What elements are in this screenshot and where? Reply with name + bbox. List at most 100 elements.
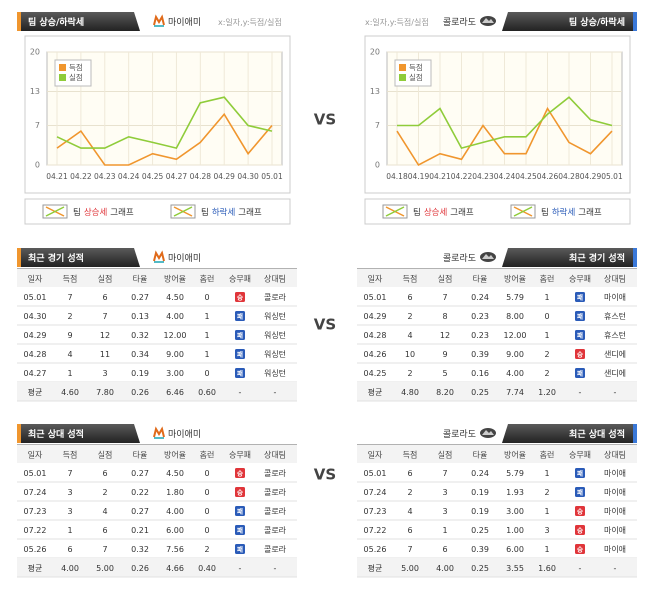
table-cell: 7: [67, 469, 72, 478]
result-badge: [575, 349, 585, 359]
header-tab: [502, 424, 637, 443]
y-tick-label: 0: [35, 161, 40, 170]
column-header: 상대팀: [604, 274, 626, 284]
table-cell: 1: [544, 331, 549, 340]
result-text: 승: [577, 526, 583, 535]
result-text: 패: [577, 488, 583, 497]
table-cell: 마이애: [604, 292, 626, 302]
column-header: 타율: [473, 275, 488, 284]
table-cell: 3: [67, 507, 72, 516]
header-tab: [17, 12, 140, 31]
table-cell: 4.00: [61, 564, 79, 573]
table-cell: 3: [442, 488, 447, 497]
column-header: 홈런: [200, 274, 215, 284]
table-cell: 4.66: [166, 564, 184, 573]
column-header: 홈런: [200, 450, 215, 460]
table-cell: 4: [407, 331, 412, 340]
table-cell: 1.20: [538, 388, 556, 397]
header-title: 최근 경기 성적: [28, 252, 84, 264]
column-header: 실점: [438, 274, 453, 284]
x-tick-label: 04.29: [213, 172, 235, 181]
table-cell: 워싱턴: [264, 368, 286, 378]
series-line: [397, 96, 613, 150]
column-header: 승무패: [229, 274, 251, 284]
table-cell: 2: [407, 312, 412, 321]
table-cell: 3.00: [506, 507, 524, 516]
table-cell: 콜로라: [264, 507, 287, 516]
table-header-row: [17, 445, 297, 463]
table-cell: 0.27: [131, 469, 149, 478]
column-header: 일자: [28, 275, 43, 284]
table-cell: 평균: [368, 387, 383, 397]
header-stripe: [633, 12, 637, 31]
column-header: 승무패: [569, 450, 591, 460]
table-cell: 0: [544, 312, 549, 321]
table-cell: 휴스턴: [604, 330, 626, 340]
table-cell: 0.27: [131, 507, 149, 516]
result-badge: [575, 544, 585, 554]
x-tick-label: 04.25: [142, 172, 164, 181]
x-tick-label: 04.22: [451, 172, 473, 181]
table-cell: 9: [442, 350, 447, 359]
table-cell: 워싱턴: [264, 330, 286, 340]
table-cell: 2: [102, 488, 107, 497]
graph-legend-team: 팀: [73, 207, 81, 218]
legend-swatch: [399, 64, 406, 71]
table-cell: 콜로라: [264, 545, 287, 554]
result-text: 패: [237, 331, 243, 340]
table-cell: 1.00: [506, 526, 524, 535]
result-badge: [235, 544, 245, 554]
table-cell: -: [274, 564, 277, 573]
table-cell: 0: [204, 526, 209, 535]
table-cell: 4.80: [401, 388, 419, 397]
y-tick-label: 13: [30, 87, 40, 96]
table-cell: 12: [100, 331, 110, 340]
table-cell: 2: [407, 488, 412, 497]
x-tick-label: 04.27: [166, 172, 188, 181]
result-text: 승: [237, 293, 243, 302]
table-cell: 4: [102, 507, 107, 516]
y-tick-label: 13: [370, 87, 380, 96]
header-tab: [502, 248, 637, 267]
table-cell: 6: [102, 293, 107, 302]
result-text: 승: [237, 488, 243, 497]
legend-label: 실점: [69, 72, 83, 82]
table-cell: 07.22: [364, 526, 387, 535]
table-cell: 4.50: [166, 469, 184, 478]
table-cell: 0.23: [471, 312, 489, 321]
table-cell: 5.79: [506, 293, 524, 302]
table-cell: 6: [407, 293, 412, 302]
table-cell: 콜로라: [264, 469, 287, 478]
table-cell: 1: [544, 507, 549, 516]
result-text: 패: [577, 312, 583, 321]
table-cell: 1: [67, 526, 72, 535]
result-badge: [575, 525, 585, 535]
column-header: 상대팀: [264, 274, 286, 284]
table-cell: 12: [440, 331, 450, 340]
table-cell: 3: [442, 507, 447, 516]
graph-legend-trend: 상승세: [84, 207, 107, 218]
team-logo-mountain: [482, 18, 494, 23]
table-cell: 04.28: [364, 331, 387, 340]
graph-legend-box: [24, 198, 291, 225]
table-cell: -: [239, 388, 242, 397]
table-cell: 0.32: [131, 545, 149, 554]
average-row: [17, 558, 297, 577]
column-header: 방어율: [164, 450, 186, 460]
table-cell: 마이애: [604, 487, 626, 497]
result-text: 패: [237, 312, 243, 321]
table-cell: 6.00: [166, 526, 184, 535]
table-cell: 9.00: [506, 350, 524, 359]
team-name: 마이애미: [168, 253, 201, 264]
result-badge: [575, 487, 585, 497]
table-cell: 8.00: [506, 312, 524, 321]
table-cell: 04.28: [24, 350, 47, 359]
table-cell: 0.39: [471, 545, 489, 554]
table-cell: 0.22: [131, 488, 149, 497]
table-cell: 1: [204, 350, 209, 359]
team-name: 콜로라도: [443, 17, 476, 28]
vs-label: VS: [314, 316, 336, 334]
table-cell: 7.56: [166, 545, 184, 554]
